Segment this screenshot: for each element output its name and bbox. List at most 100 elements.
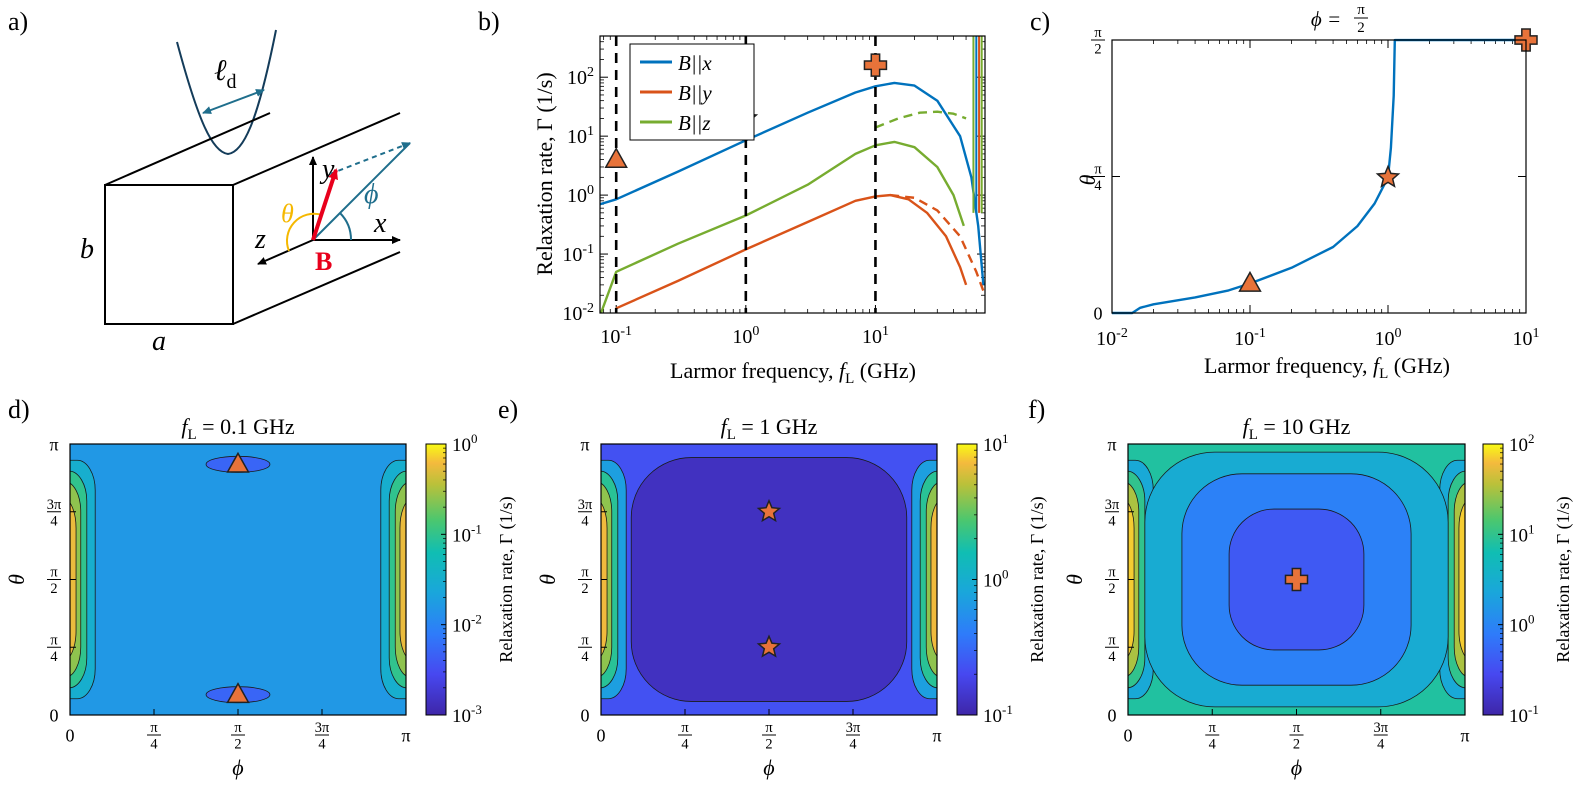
panel-f-xtick-label-1-den: 4 <box>1209 737 1216 753</box>
panel-e-xtick-label-0-text: 0 <box>597 725 606 745</box>
panel-c-title: ϕ = <box>1311 7 1341 31</box>
wire-top-left-edge <box>104 112 271 186</box>
panel-label-f: f) <box>1028 395 1045 424</box>
panel-f-title: fL = 10 GHz <box>1243 414 1351 443</box>
panel-d-xtick-label-0: 0 <box>66 725 75 745</box>
theta-label: θ <box>281 199 294 228</box>
wire-front-face <box>104 184 234 325</box>
phi-label: ϕ <box>364 179 379 210</box>
theta-arc <box>286 212 323 252</box>
wire-width-label: a <box>152 326 166 357</box>
panel-d-ytick-label-2-den: 2 <box>50 581 57 597</box>
panel-c-xtick-label-3: 101 <box>1513 326 1540 350</box>
panel-d-ytick-label-4-text: π <box>49 434 58 454</box>
panel-d-ytick-label-1-den: 4 <box>50 649 57 665</box>
field-arrow <box>311 168 338 241</box>
panel-c-ytick-label-1-den: 4 <box>1094 178 1101 194</box>
panel-label-b: b) <box>478 7 500 36</box>
legend-bz-label: B||z <box>678 111 711 135</box>
panel-label-a: a) <box>8 7 28 36</box>
panel-c-ytick-label-2: π2 <box>1091 25 1105 58</box>
panel-f-xtick-label-0: 0 <box>1124 725 1133 745</box>
panel-f-ytick-label-0-text: 0 <box>1108 705 1117 725</box>
panel-d-xtick-label-0-text: 0 <box>66 725 75 745</box>
panel-d-ytick-label-2-num: π <box>50 565 58 581</box>
wire-top-right-edge <box>232 112 401 186</box>
panel-f-ytick-label-3: 3π4 <box>1105 497 1120 530</box>
panel-e-colorbar-tick-label-0: 101 <box>983 431 1009 456</box>
panel-d-xtick-label-4-text: π <box>401 725 410 745</box>
panel-c-xlabel: Larmor frequency, fL (GHz) <box>1204 353 1450 382</box>
panel-c-marker-triangle <box>1238 270 1262 292</box>
panel-b-marker-cross <box>863 53 888 77</box>
panel-d-xtick-label-2-den: 2 <box>234 737 241 753</box>
panel-f-xtick-label-0-text: 0 <box>1124 725 1133 745</box>
panel-e-ytick-label-2-num: π <box>581 565 589 581</box>
panel-f-ytick-label-2-num: π <box>1108 565 1116 581</box>
panel-e-contour-right-1 <box>919 470 937 689</box>
panel-f-colorbar <box>1482 443 1504 716</box>
panel-f-contour-right-1 <box>1447 470 1465 689</box>
panel-d-xtick-label-3-den: 4 <box>318 737 325 753</box>
panel-c-ytick-label-2-num: π <box>1094 25 1102 41</box>
panel-f-ytick-label-4: π <box>1107 434 1116 454</box>
panel-e-ytick-label-1-den: 4 <box>581 649 588 665</box>
legend-by-label: B||y <box>678 81 712 105</box>
panel-e-ytick-label-4: π <box>580 434 589 454</box>
panel-d-xtick-label-1-num: π <box>150 720 158 736</box>
panel-f-xlabel: ϕ <box>1291 755 1302 780</box>
panel-b-xtick-label-1: 100 <box>732 324 759 348</box>
panel-e-heatmap: fL = 1 GHz00π4π4π2π23π43π4ππϕθ10110010-1… <box>535 414 1048 780</box>
panel-d-xtick-label-2-num: π <box>234 720 242 736</box>
panel-d-colorbar-tick-label-3: 10-3 <box>452 702 482 727</box>
panel-d-colorbar-tick-label-1: 10-1 <box>452 521 482 546</box>
projection-dashed <box>312 142 411 241</box>
panel-d-ytick-label-1: π4 <box>47 632 61 665</box>
projection-dashed-tip <box>329 142 411 175</box>
panel-f-xtick-label-3: 3π4 <box>1374 720 1389 753</box>
panel-f-colorbar-tick-label-1: 101 <box>1509 521 1535 546</box>
panel-b-ytick-label-0: 10-2 <box>562 301 594 325</box>
panel-e-contours <box>601 457 937 702</box>
panel-d-xtick-label-1: π4 <box>147 720 161 753</box>
panel-d-contours <box>70 455 406 704</box>
panel-d-ytick-label-4: π <box>49 434 58 454</box>
panel-e-ytick-label-3-den: 4 <box>581 513 588 529</box>
panel-c-xtick-label-1: 10-1 <box>1234 326 1266 350</box>
panel-d-heatmap: fL = 0.1 GHz00π4π4π2π23π43π4ππϕθ10010-11… <box>4 414 517 780</box>
panel-b-xtick-label-0: 10-1 <box>600 324 632 348</box>
panel-e-marker-star <box>756 634 782 658</box>
panel-d-ytick-label-1-num: π <box>50 632 58 648</box>
panel-e-xtick-label-4-text: π <box>932 725 941 745</box>
panel-f-heatmap: fL = 10 GHz00π4π4π2π23π43π4ππϕθ102101100… <box>1062 414 1574 780</box>
axis-z-arrow <box>257 239 314 265</box>
panel-b-chart: Relaxation rate, Γ (1/s) Larmor frequenc… <box>532 35 986 387</box>
panel-b-ytick-label-2: 100 <box>567 183 594 207</box>
panel-e-ytick-label-2: π2 <box>578 565 592 597</box>
panel-f-ytick-label-1-num: π <box>1108 632 1116 648</box>
wire-height-label: b <box>80 234 94 265</box>
panel-a-schematic: ℓd b a x y z θ ϕ B <box>80 29 411 357</box>
panel-f-xtick-label-1: π4 <box>1205 720 1220 753</box>
panel-e-xtick-label-0: 0 <box>597 725 606 745</box>
panel-d-colorbar-tick-label-0: 100 <box>452 431 478 456</box>
panel-f-ylabel: θ <box>1062 574 1087 585</box>
panel-f-colorbar-tick-label-2: 100 <box>1509 612 1535 637</box>
panel-b-legend: B||x B||y B||z <box>629 43 755 141</box>
panel-c-ytick-label-1: π4 <box>1091 162 1105 194</box>
panel-c-ytick-label-2-den: 2 <box>1094 42 1101 58</box>
panel-b-ylabel: Relaxation rate, Γ (1/s) <box>532 72 557 275</box>
phi-arc <box>339 212 353 241</box>
panel-b-ytick-label-4: 102 <box>567 65 594 89</box>
panel-e-ytick-label-1-num: π <box>581 632 589 648</box>
panel-b-xtick-label-2: 101 <box>862 324 889 348</box>
dot-size-label: ℓd <box>214 54 237 93</box>
panel-b-marker-triangle <box>604 147 628 169</box>
dot-size-arrow <box>202 89 265 114</box>
panel-f-xtick-label-2: π2 <box>1289 720 1304 753</box>
panel-label-e: e) <box>498 395 518 424</box>
panel-d-ytick-label-3: 3π4 <box>47 497 62 530</box>
panel-e-ytick-label-1: π4 <box>578 632 592 665</box>
panel-e-xtick-label-3-num: 3π <box>846 720 861 736</box>
panel-d-colorbar-tick-label-2: 10-2 <box>452 612 482 637</box>
